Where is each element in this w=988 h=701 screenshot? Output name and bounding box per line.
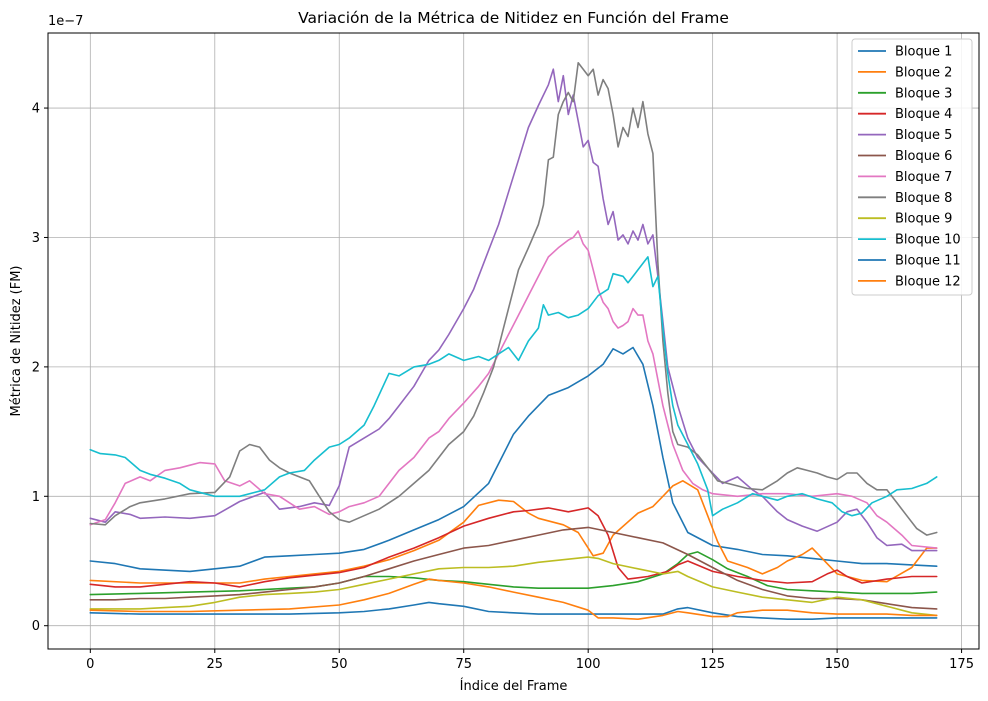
legend-entry-9: Bloque 9 <box>895 212 952 227</box>
series-line-7 <box>89 230 938 549</box>
series-line-5 <box>89 68 938 552</box>
legend-entry-6: Bloque 6 <box>895 149 952 164</box>
x-tick-label: 100 <box>576 657 601 672</box>
legend-entry-7: Bloque 7 <box>895 170 952 185</box>
x-tick-label: 25 <box>207 657 224 672</box>
legend-entry-3: Bloque 3 <box>895 86 952 101</box>
x-tick-label: 150 <box>825 657 850 672</box>
axis-ticks: 0 25 50 75 100 125 150 175 0 1 2 3 4 <box>32 102 974 672</box>
legend-entry-4: Bloque 4 <box>895 107 952 122</box>
grid <box>48 33 979 649</box>
y-tick-label: 1 <box>32 490 40 505</box>
x-tick-label: 175 <box>949 657 974 672</box>
series-line-11 <box>89 601 938 620</box>
y-axis-label: Métrica de Nitidez (FM) <box>9 266 24 417</box>
series-line-6 <box>89 526 938 610</box>
x-tick-label: 0 <box>86 657 94 672</box>
y-tick-label: 2 <box>32 360 40 375</box>
chart-title: Variación de la Métrica de Nitidez en Fu… <box>298 9 729 27</box>
series-line-2 <box>89 480 938 584</box>
x-tick-label: 75 <box>455 657 472 672</box>
legend-box <box>851 38 973 296</box>
x-tick-label: 125 <box>700 657 725 672</box>
series-line-9 <box>89 556 938 617</box>
plot-area-frame <box>47 32 980 650</box>
x-tick-label: 50 <box>331 657 348 672</box>
y-tick-label: 4 <box>32 102 40 117</box>
y-tick-label: 0 <box>32 619 40 634</box>
legend-entry-12: Bloque 12 <box>895 274 961 289</box>
legend-entry-2: Bloque 2 <box>895 65 952 80</box>
legend-entry-5: Bloque 5 <box>895 128 952 143</box>
series-line-12 <box>89 578 938 620</box>
legend-entry-8: Bloque 8 <box>895 191 952 206</box>
series-line-8 <box>89 62 938 536</box>
legend: Bloque 1 Bloque 2 Bloque 3 Bloque 4 Bloque 5… <box>851 38 973 296</box>
y-offset-label: 1e−7 <box>48 14 83 29</box>
legend-entry-11: Bloque 11 <box>895 254 961 269</box>
series-line-1 <box>89 346 938 573</box>
series-lines <box>89 62 938 620</box>
legend-entry-1: Bloque 1 <box>895 45 952 60</box>
series-line-10 <box>89 256 938 517</box>
series-line-4 <box>89 507 938 588</box>
y-tick-label: 3 <box>32 231 40 246</box>
legend-entry-10: Bloque 10 <box>895 233 961 248</box>
x-axis-label: Índice del Frame <box>460 678 568 694</box>
